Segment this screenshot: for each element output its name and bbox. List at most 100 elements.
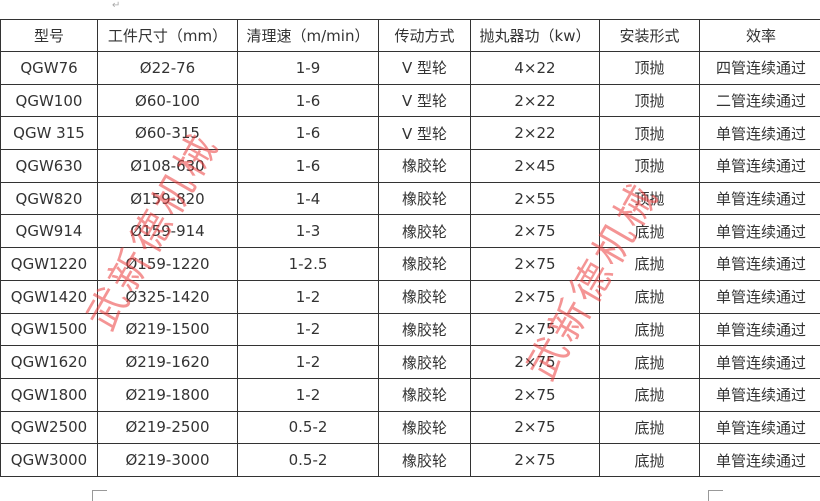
cell-workpiece-size: Ø219-1620 — [98, 346, 238, 379]
header-cleaning-speed: 清理速（m/min） — [238, 20, 379, 52]
cell-text: 橡胶轮 — [402, 452, 447, 470]
cell-cleaning-speed: 1-2 — [238, 280, 379, 313]
cell-install-type: 顶抛 — [600, 182, 700, 215]
cell-text: 二管连续通过 — [716, 92, 806, 110]
cell-text: 底抛 — [634, 452, 664, 470]
cell-workpiece-size: Ø108-630 — [98, 150, 238, 183]
cell-text: 0.5-2 — [289, 418, 328, 436]
cell-text: QGW914 — [16, 222, 83, 240]
paragraph-mark: ↵ — [112, 0, 120, 11]
cell-drive-type: 橡胶轮 — [379, 215, 471, 248]
cell-text: 2×55 — [514, 190, 555, 208]
cell-text: 1-6 — [296, 92, 321, 110]
cell-cleaning-speed: 1-2 — [238, 346, 379, 379]
cell-text: 2×75 — [514, 418, 555, 436]
cell-text: QGW820 — [16, 190, 83, 208]
cell-install-type: 底抛 — [600, 411, 700, 444]
cell-model: QGW100 — [1, 84, 98, 117]
cell-text: 2×75 — [514, 222, 555, 240]
cell-drive-type: 橡胶轮 — [379, 182, 471, 215]
cell-text: 2×75 — [514, 288, 555, 306]
header-blaster-power: 抛丸器功（kw） — [471, 20, 600, 52]
cell-text: 1-2 — [296, 386, 321, 404]
cell-blaster-power: 2×75 — [471, 215, 600, 248]
cell-text: QGW100 — [16, 92, 83, 110]
cell-text: 单管连续通过 — [716, 386, 806, 404]
cell-text: 4×22 — [514, 59, 555, 77]
cell-model: QGW3000 — [1, 444, 98, 477]
cell-text: Ø159-1220 — [125, 255, 209, 273]
cell-model: QGW1500 — [1, 313, 98, 346]
cell-text: QGW3000 — [11, 451, 87, 469]
cell-install-type: 顶抛 — [600, 150, 700, 183]
header-label: 清理速（m/min） — [247, 27, 370, 45]
cell-text: QGW1420 — [11, 288, 87, 306]
cell-text: 2×75 — [514, 451, 555, 469]
header-label: 工件尺寸（mm） — [108, 27, 227, 45]
header-label: 型号 — [34, 27, 64, 45]
cell-text: 单管连续通过 — [716, 288, 806, 306]
cell-model: QGW820 — [1, 182, 98, 215]
header-efficiency: 效率 — [700, 20, 820, 52]
cell-efficiency: 单管连续通过 — [700, 411, 820, 444]
cell-text: 底抛 — [634, 419, 664, 437]
cell-drive-type: 橡胶轮 — [379, 150, 471, 183]
cell-drive-type: 橡胶轮 — [379, 346, 471, 379]
cell-text: 橡胶轮 — [402, 190, 447, 208]
cell-text: 橡胶轮 — [402, 157, 447, 175]
cell-blaster-power: 2×45 — [471, 150, 600, 183]
cell-install-type: 底抛 — [600, 280, 700, 313]
cell-install-type: 底抛 — [600, 313, 700, 346]
cell-workpiece-size: Ø219-1500 — [98, 313, 238, 346]
cell-text: Ø219-2500 — [125, 418, 209, 436]
cell-text: 1-6 — [296, 157, 321, 175]
cell-install-type: 底抛 — [600, 215, 700, 248]
cell-workpiece-size: Ø219-2500 — [98, 411, 238, 444]
cell-efficiency: 单管连续通过 — [700, 150, 820, 183]
header-workpiece-size: 工件尺寸（mm） — [98, 20, 238, 52]
cell-blaster-power: 4×22 — [471, 52, 600, 85]
cell-install-type: 底抛 — [600, 378, 700, 411]
cell-drive-type: V 型轮 — [379, 117, 471, 150]
cell-blaster-power: 2×75 — [471, 411, 600, 444]
cell-blaster-power: 2×75 — [471, 280, 600, 313]
cell-drive-type: 橡胶轮 — [379, 378, 471, 411]
cell-text: 1-2 — [296, 320, 321, 338]
cell-text: 1-9 — [296, 59, 321, 77]
cell-model: QGW2500 — [1, 411, 98, 444]
cell-blaster-power: 2×75 — [471, 346, 600, 379]
cell-text: 底抛 — [634, 386, 664, 404]
cell-text: 2×75 — [514, 353, 555, 371]
cell-text: 底抛 — [634, 288, 664, 306]
page-corner-mark — [708, 490, 723, 501]
cell-text: 橡胶轮 — [402, 419, 447, 437]
cell-workpiece-size: Ø22-76 — [98, 52, 238, 85]
cell-text: 顶抛 — [634, 125, 664, 143]
cell-text: 单管连续通过 — [716, 223, 806, 241]
cell-text: V 型轮 — [402, 125, 447, 143]
cell-text: 橡胶轮 — [402, 288, 447, 306]
cell-drive-type: 橡胶轮 — [379, 280, 471, 313]
cell-text: 2×75 — [514, 386, 555, 404]
cell-cleaning-speed: 1-2.5 — [238, 248, 379, 281]
cell-text: 四管连续通过 — [716, 59, 806, 77]
cell-efficiency: 单管连续通过 — [700, 313, 820, 346]
cell-cleaning-speed: 1-6 — [238, 84, 379, 117]
cell-workpiece-size: Ø159-820 — [98, 182, 238, 215]
cell-blaster-power: 2×22 — [471, 117, 600, 150]
cell-text: 底抛 — [634, 223, 664, 241]
cell-text: 顶抛 — [634, 157, 664, 175]
table-row: QGW2500 Ø219-2500 0.5-2 橡胶轮 2×75 底抛 单管连续通过 — [1, 411, 820, 444]
cell-blaster-power: 2×22 — [471, 84, 600, 117]
cell-text: Ø325-1420 — [125, 288, 209, 306]
cell-workpiece-size: Ø325-1420 — [98, 280, 238, 313]
cell-text: 2×22 — [514, 92, 555, 110]
cell-drive-type: 橡胶轮 — [379, 248, 471, 281]
cell-install-type: 顶抛 — [600, 84, 700, 117]
cell-text: QGW1220 — [11, 255, 87, 273]
cell-text: Ø60-315 — [135, 124, 200, 142]
